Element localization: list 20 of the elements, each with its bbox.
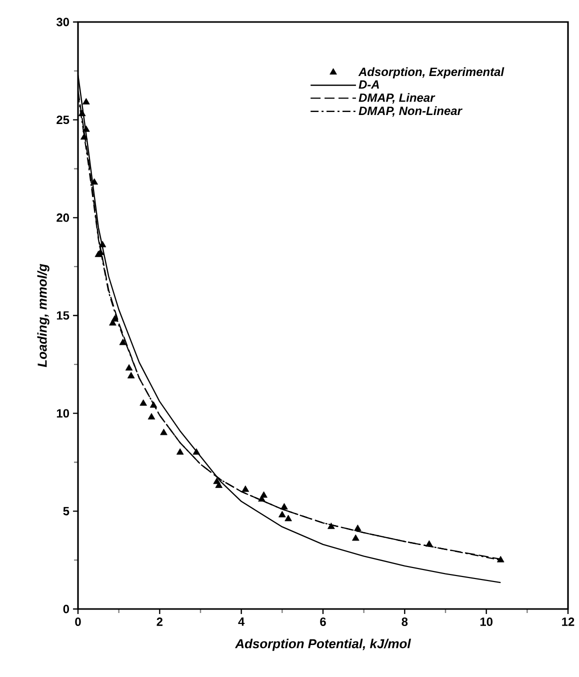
x-tick-label: 6 (320, 618, 326, 626)
legend-label: D-A (358, 80, 379, 89)
legend-label: DMAP, Linear (358, 93, 436, 104)
x-tick-label: 10 (480, 618, 492, 626)
x-tick-label: 8 (402, 618, 408, 626)
x-tick-label: 2 (156, 618, 163, 626)
legend-label: DMAP, Non-Linear (358, 106, 462, 117)
y-axis-title: Loading, mmol/g (37, 264, 50, 368)
x-tick-label: 12 (562, 618, 574, 626)
y-tick-label: 0 (63, 604, 70, 614)
x-axis-title: Adsorption Potential, kJ/mol (234, 638, 412, 651)
y-tick-label: 20 (56, 213, 70, 222)
y-tick-label: 5 (63, 507, 70, 516)
legend-label: Adsorption, Experimental (358, 67, 504, 78)
y-tick-label: 15 (56, 311, 70, 320)
x-tick-label: 0 (75, 618, 81, 626)
y-tick-label: 10 (56, 409, 70, 418)
x-tick-label: 4 (238, 618, 245, 626)
y-tick-label: 25 (56, 116, 70, 124)
y-tick-label: 30 (56, 18, 70, 26)
